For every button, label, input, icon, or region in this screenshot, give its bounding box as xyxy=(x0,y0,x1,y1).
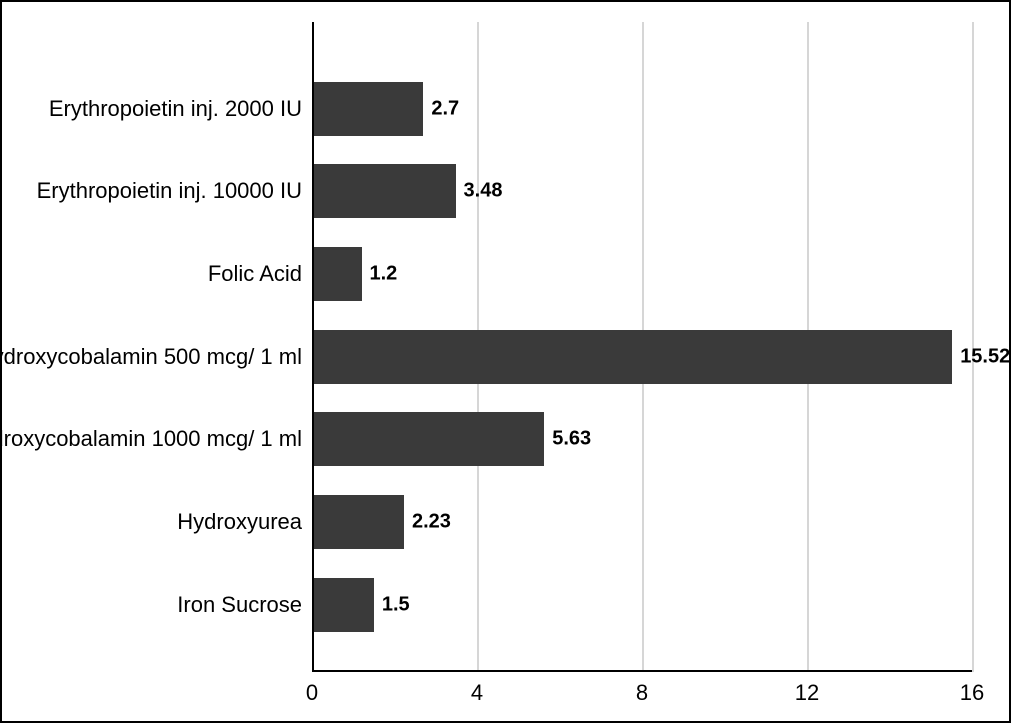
x-tick-label: 16 xyxy=(960,672,984,706)
x-tick-label: 0 xyxy=(306,672,318,706)
y-category-label: Erythropoietin inj. 2000 IU xyxy=(49,96,312,122)
bar xyxy=(312,330,952,384)
bar-row: 15.52Hydroxycobalamin 500 mcg/ 1 ml xyxy=(312,330,972,384)
y-category-label: Folic Acid xyxy=(208,261,312,287)
bar-row: 3.48Erythropoietin inj. 10000 IU xyxy=(312,164,972,218)
bar xyxy=(312,247,362,301)
bar xyxy=(312,164,456,218)
bar-row: 5.63Hydroxycobalamin 1000 mcg/ 1 ml xyxy=(312,412,972,466)
y-category-label: Hydroxyurea xyxy=(177,509,312,535)
x-tick-label: 4 xyxy=(471,672,483,706)
bar xyxy=(312,578,374,632)
bar-row: 2.7Erythropoietin inj. 2000 IU xyxy=(312,82,972,136)
bar-value-label: 1.5 xyxy=(374,593,410,616)
bar-value-label: 15.52 xyxy=(952,345,1010,368)
bar-row: 1.2Folic Acid xyxy=(312,247,972,301)
bar xyxy=(312,495,404,549)
bar-value-label: 2.7 xyxy=(423,97,459,120)
x-tick-label: 12 xyxy=(795,672,819,706)
x-axis xyxy=(312,670,972,672)
bar xyxy=(312,412,544,466)
y-category-label: Hydroxycobalamin 500 mcg/ 1 ml xyxy=(0,344,312,370)
y-category-label: Hydroxycobalamin 1000 mcg/ 1 ml xyxy=(0,426,312,452)
x-tick-label: 8 xyxy=(636,672,648,706)
bar-value-label: 1.2 xyxy=(362,263,398,286)
bar-row: 2.23Hydroxyurea xyxy=(312,495,972,549)
bar-value-label: 2.23 xyxy=(404,511,451,534)
bar-value-label: 3.48 xyxy=(456,180,503,203)
y-axis xyxy=(312,22,314,672)
bar-value-label: 5.63 xyxy=(544,428,591,451)
y-category-label: Erythropoietin inj. 10000 IU xyxy=(37,178,312,204)
chart-frame: 04812162.7Erythropoietin inj. 2000 IU3.4… xyxy=(0,0,1011,723)
bar-row: 1.5Iron Sucrose xyxy=(312,578,972,632)
plot-area: 04812162.7Erythropoietin inj. 2000 IU3.4… xyxy=(312,22,972,672)
y-category-label: Iron Sucrose xyxy=(177,592,312,618)
bar xyxy=(312,82,423,136)
